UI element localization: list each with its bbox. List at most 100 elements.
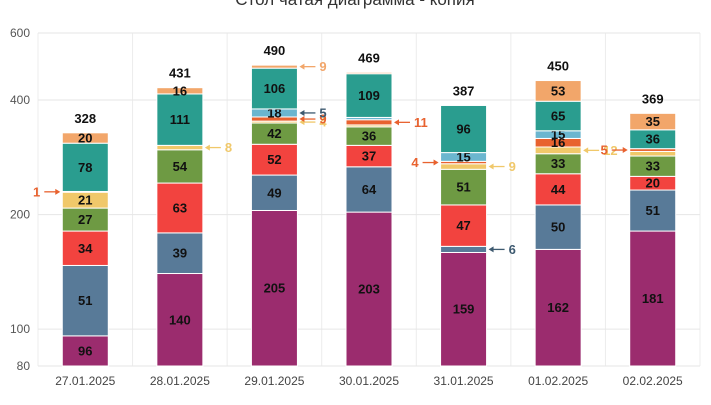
callout: 5 <box>600 143 628 158</box>
callout-arrowhead <box>299 109 305 116</box>
segment-label: 36 <box>645 132 659 147</box>
segment-label: 36 <box>362 129 376 144</box>
segment-label: 96 <box>456 122 470 137</box>
segment-label: 16 <box>173 83 187 98</box>
callout-arrowhead <box>299 63 305 70</box>
y-tick-label: 200 <box>10 208 30 222</box>
chart-title: Стол чатая диаграмма - копия <box>235 0 474 9</box>
bar-segment <box>61 335 109 367</box>
bar-segment <box>61 142 109 192</box>
bar-segment <box>250 67 298 110</box>
bar-segment <box>345 71 393 75</box>
segment-label: 20 <box>78 131 92 146</box>
bar-segment <box>250 64 298 69</box>
callout-arrowhead <box>204 144 210 151</box>
callout-label: 5 <box>319 105 326 120</box>
callout-arrowhead <box>488 246 494 253</box>
segment-label: 39 <box>173 246 187 261</box>
callout-label: 9 <box>319 112 326 127</box>
bar-segment <box>250 209 298 367</box>
total-label: 387 <box>453 83 475 98</box>
segment-label: 109 <box>358 88 380 103</box>
segment-label: 78 <box>78 160 92 175</box>
y-tick-label: 100 <box>10 322 30 336</box>
callout: 6 <box>488 242 516 257</box>
segment-label: 140 <box>169 312 191 327</box>
callout-label: 12 <box>603 143 617 158</box>
callout: 8 <box>204 140 232 155</box>
bar-segment <box>440 204 488 247</box>
callout-arrowhead <box>433 159 439 166</box>
callout-label: 1 <box>33 184 40 199</box>
segment-label: 47 <box>456 218 470 233</box>
segment-label: 16 <box>551 135 565 150</box>
bar-segment <box>440 104 488 154</box>
bar-segment <box>345 119 393 126</box>
bar-segment <box>534 204 582 250</box>
segment-label: 96 <box>78 343 92 358</box>
callout-label: 9 <box>509 159 516 174</box>
callout: 11 <box>394 115 428 130</box>
bar-segment <box>156 87 204 95</box>
bars: 9651342721782032814039635411116431205495… <box>61 43 677 367</box>
bar-segment <box>156 273 204 367</box>
segment-label: 203 <box>358 282 380 297</box>
callout-arrowhead <box>394 119 399 126</box>
segment-label: 49 <box>267 185 281 200</box>
bar-segment <box>156 232 204 275</box>
bar-segment <box>156 93 204 146</box>
callout: 9 <box>299 112 327 127</box>
segment-label: 159 <box>453 302 475 317</box>
segment-label: 106 <box>264 81 286 96</box>
segment-label: 162 <box>547 300 569 315</box>
bar-segment <box>345 211 393 367</box>
bar-segment <box>156 149 204 184</box>
segment-label: 51 <box>456 180 470 195</box>
y-tick-label: 600 <box>10 26 30 40</box>
callout-label: 6 <box>509 242 516 257</box>
total-label: 490 <box>264 43 286 58</box>
callout: 9 <box>299 59 327 74</box>
segment-label: 33 <box>645 159 659 174</box>
bar-segment <box>629 189 677 232</box>
segment-label: 51 <box>645 203 659 218</box>
callout-arrowhead <box>55 188 61 195</box>
segment-label: 27 <box>78 212 92 227</box>
callout-label: 9 <box>319 59 326 74</box>
callout-label: 4 <box>411 155 419 170</box>
segment-label: 33 <box>551 156 565 171</box>
segment-label: 111 <box>170 112 190 127</box>
segment-label: 54 <box>173 159 188 174</box>
segment-label: 181 <box>642 291 664 306</box>
x-tick-label: 27.01.2025 <box>55 374 115 388</box>
callout: 1 <box>33 184 61 199</box>
segment-label: 50 <box>551 220 565 235</box>
segment-label: 34 <box>78 241 93 256</box>
bar-segment <box>61 230 109 266</box>
segment-label: 35 <box>645 114 659 129</box>
x-tick-label: 30.01.2025 <box>339 374 399 388</box>
bar-segment <box>534 100 582 132</box>
bar-segment <box>156 144 204 151</box>
callout-label: 5 <box>600 143 607 158</box>
y-tick-label: 400 <box>10 93 30 107</box>
bar-segment <box>629 112 677 131</box>
callout-label: 8 <box>225 140 232 155</box>
x-tick-label: 02.02.2025 <box>623 374 683 388</box>
segment-label: 15 <box>456 149 470 164</box>
bar-segment <box>440 245 488 253</box>
bar-segment <box>61 132 109 144</box>
callout: 5 <box>299 105 327 120</box>
segment-label: 65 <box>551 109 565 124</box>
bar-segment <box>440 168 488 206</box>
bar-segment <box>440 163 488 170</box>
bar-segment <box>440 251 488 367</box>
callout-arrowhead <box>488 163 494 170</box>
callout-label: 11 <box>414 115 428 130</box>
callout: 4 <box>411 155 439 170</box>
segment-label: 20 <box>645 176 659 191</box>
callout: 9 <box>488 159 516 174</box>
segment-label: 63 <box>173 200 187 215</box>
